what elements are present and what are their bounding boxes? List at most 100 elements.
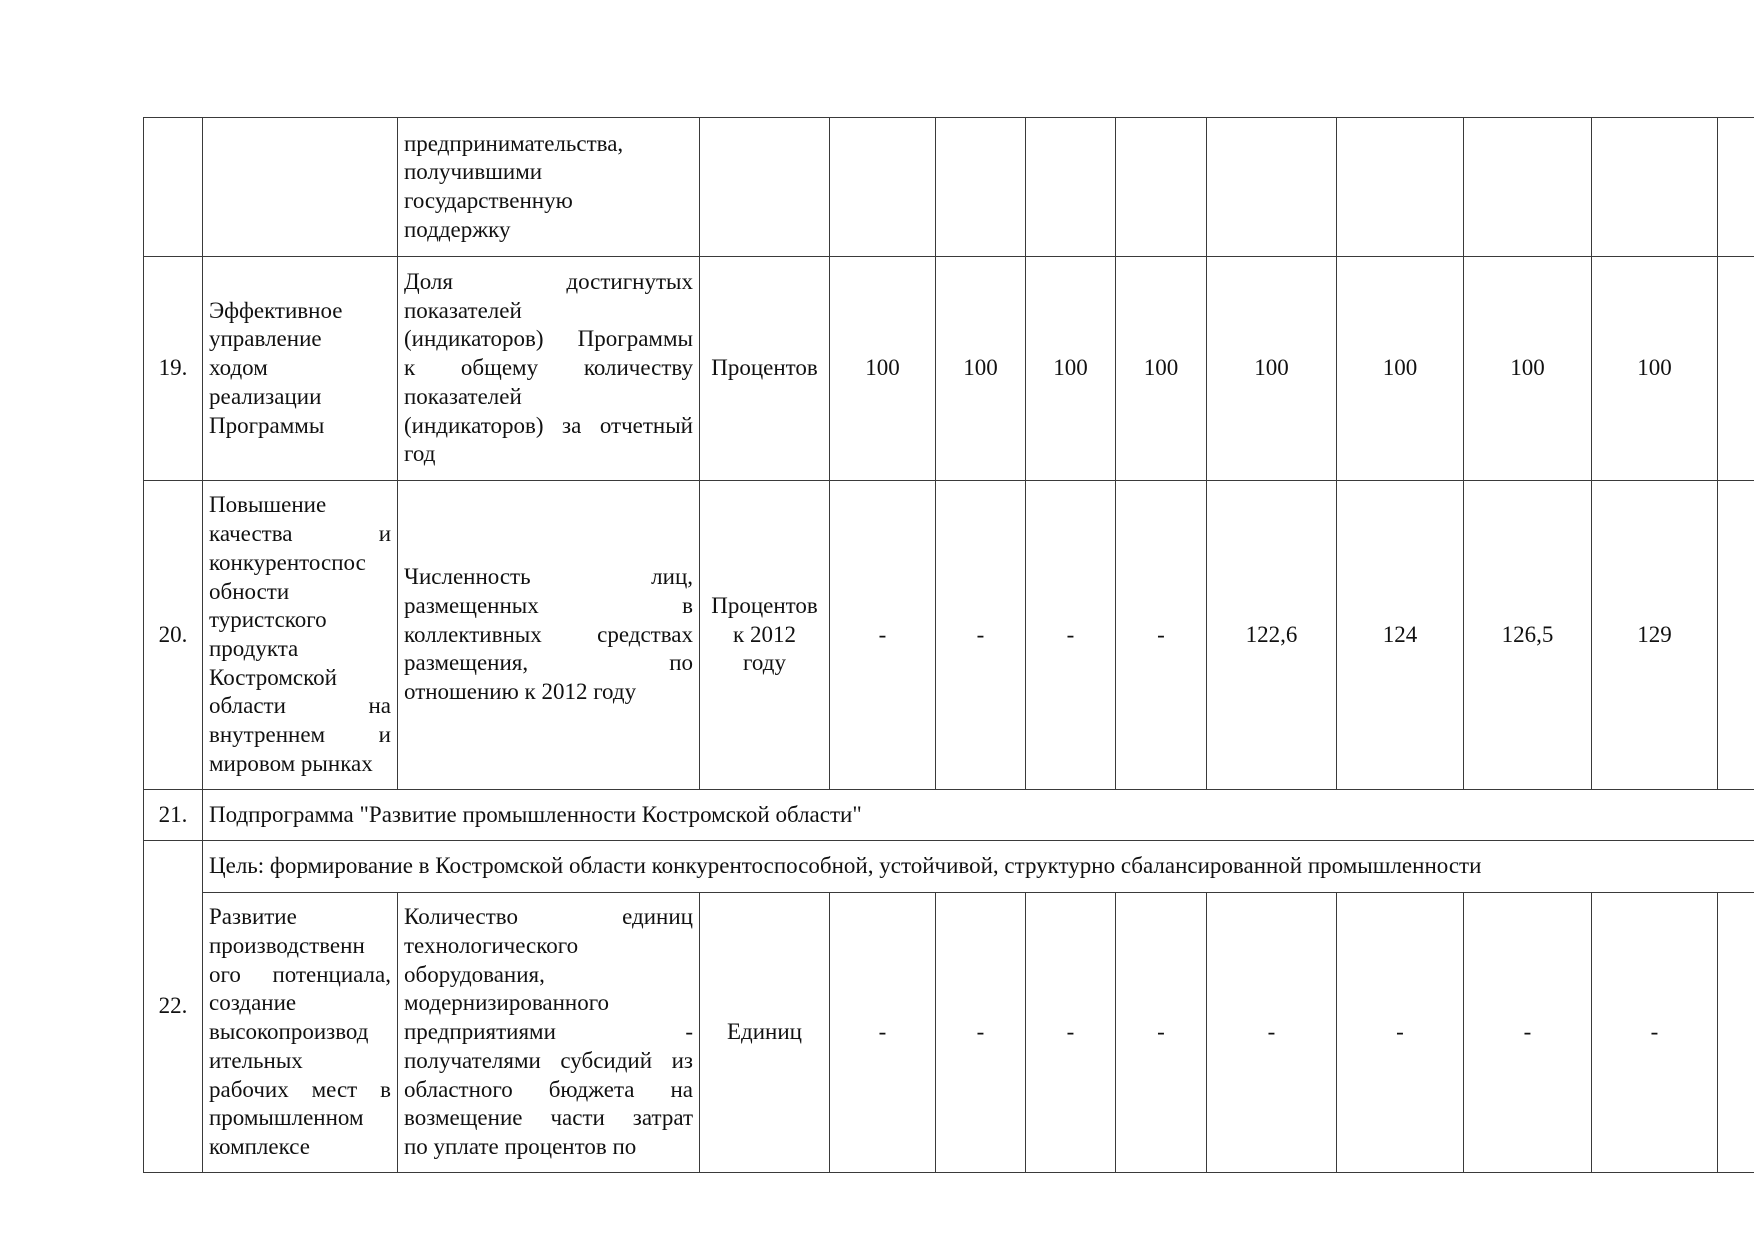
text-line: комплексе — [209, 1133, 310, 1159]
text-line: предприятиями - — [404, 1019, 693, 1045]
text-line: туристского — [209, 607, 327, 633]
value-cell: 100 — [1591, 256, 1718, 481]
value: - — [1523, 1019, 1532, 1045]
text-line: продукта — [209, 636, 299, 661]
value-cell: 100 — [1115, 256, 1207, 481]
value: 100 — [1254, 355, 1289, 381]
text-line: Программы — [209, 412, 325, 438]
value-cell — [1336, 117, 1464, 257]
text-line: год — [404, 441, 436, 467]
unit-cell: Процентов — [699, 256, 830, 481]
text-line: Повышение — [209, 492, 327, 518]
text-line: ого потенциала, — [209, 961, 391, 987]
row-number-cell: 21. — [143, 789, 203, 841]
value-cell — [935, 117, 1026, 257]
text-line: оборудования, — [404, 961, 545, 987]
text-line: Эффективное — [209, 297, 343, 323]
value-cell: 100 — [1463, 256, 1592, 481]
subprogram-title-cell: Подпрограмма "Развитие промышленности Ко… — [202, 789, 1754, 841]
value-cell: - — [1025, 480, 1116, 790]
text-line: Костромской — [209, 664, 337, 690]
value: 100 — [865, 355, 900, 381]
text-line: ходом — [209, 355, 268, 381]
value: - — [976, 621, 985, 647]
text-line: ительных — [209, 1047, 303, 1073]
task-cell: Развитие производственн ого потенциала, соз… — [202, 892, 398, 1173]
text-line: промышленном — [209, 1105, 364, 1131]
text-line: внутреннем и — [209, 722, 391, 748]
text-line: размещения, по — [404, 650, 693, 676]
indicators-table: предпринимательства, получившими государст… — [143, 117, 1754, 1173]
text-line: предпринимательства, — [404, 130, 624, 156]
text-line: конкурентоспос — [209, 549, 366, 575]
value-cell — [829, 117, 936, 257]
value: - — [1066, 621, 1075, 647]
value-cell: - — [935, 892, 1026, 1173]
table-row: 20. Повышение качества и конкурентоспос обно… — [143, 480, 1754, 790]
value-cell: 100 — [1336, 256, 1464, 481]
value-cell: - — [829, 480, 936, 790]
subprogram-title: Подпрограмма "Развитие промышленности Ко… — [209, 801, 862, 827]
row-number: 20. — [158, 621, 188, 647]
text-line: производственн — [209, 933, 365, 959]
text-line: создание — [209, 990, 297, 1016]
value-cell: 100 — [1206, 256, 1337, 481]
text-line: Доля достигнутых — [404, 269, 693, 295]
value-cell: - — [1025, 892, 1116, 1173]
task-cell — [202, 117, 398, 257]
unit-line: Процентов — [711, 355, 818, 381]
task-cell: Эффективное управление ходом реализации Прог… — [202, 256, 398, 481]
text-line: рабочих мест в — [209, 1076, 391, 1102]
value-cell — [1717, 256, 1754, 481]
row-number-cell: 22. — [143, 840, 203, 1173]
value: - — [1066, 1019, 1075, 1045]
row-number-cell: 20. — [143, 480, 203, 790]
row-number-cell: 19. — [143, 256, 203, 481]
value: - — [878, 1019, 887, 1045]
task-cell: Повышение качества и конкурентоспос обности… — [202, 480, 398, 790]
value-cell: - — [1336, 892, 1464, 1173]
unit-cell — [699, 117, 830, 257]
value: 100 — [1510, 355, 1545, 381]
unit-line: году — [743, 650, 786, 676]
text-line: государственную — [404, 188, 573, 213]
text-line: модернизированного — [404, 990, 610, 1016]
value: - — [976, 1019, 985, 1045]
text-line: Развитие — [209, 904, 297, 930]
value-cell: - — [1206, 892, 1337, 1173]
goal-text: Цель: формирование в Костромской области… — [209, 853, 1482, 879]
text-line: коллективных средствах — [404, 621, 693, 647]
value-cell — [1463, 117, 1592, 257]
text-line: получателями субсидий из — [404, 1047, 693, 1073]
text-line: (индикаторов) за отчетный — [404, 412, 693, 438]
text-line: отношению к 2012 году — [404, 679, 637, 705]
text-line: показателей — [404, 383, 522, 409]
indicator-cell: предпринимательства, получившими государст… — [397, 117, 700, 257]
value-cell: - — [1115, 480, 1207, 790]
text-line: показателей — [404, 297, 522, 323]
value: 100 — [963, 355, 998, 381]
value-cell: 124 — [1336, 480, 1464, 790]
text-line: по уплате процентов по — [404, 1133, 637, 1159]
row-number: 19. — [158, 355, 188, 381]
indicator-cell: Количество единиц технологического оборудо… — [397, 892, 700, 1173]
text-line: Численность лиц, — [404, 564, 693, 590]
table-row: 19. Эффективное управление ходом реализации П… — [143, 256, 1754, 481]
unit-line: Единиц — [727, 1019, 802, 1045]
text-line: Количество единиц — [404, 904, 693, 930]
value-cell — [1115, 117, 1207, 257]
indicator-cell: Численность лиц, размещенных в коллективны… — [397, 480, 700, 790]
value-cell — [1025, 117, 1116, 257]
table-row: предпринимательства, получившими государст… — [143, 117, 1754, 257]
value: - — [1267, 1019, 1276, 1045]
table-row: 22. Цель: формирование в Костромской обла… — [143, 840, 1754, 1173]
value-cell: - — [1591, 892, 1718, 1173]
value: - — [1396, 1019, 1404, 1045]
table-row: Развитие производственн ого потенциала, соз… — [144, 892, 1754, 1173]
value: 129 — [1637, 621, 1672, 647]
value-cell — [1206, 117, 1337, 257]
value-cell: 126,5 — [1463, 480, 1592, 790]
text-line: мировом рынках — [209, 750, 373, 776]
row-number: 21. — [158, 801, 188, 827]
row-number-cell — [143, 117, 203, 257]
